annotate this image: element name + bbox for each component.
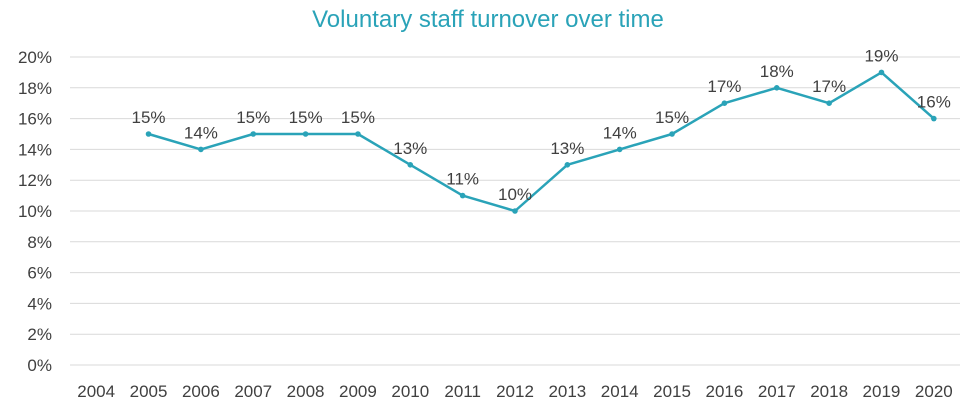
x-tick-label: 2014: [601, 382, 639, 401]
data-label: 10%: [498, 185, 532, 204]
y-tick-label: 0%: [27, 356, 52, 375]
data-label: 15%: [341, 108, 375, 127]
data-point: [407, 162, 414, 168]
x-tick-label: 2006: [182, 382, 220, 401]
x-tick-label: 2015: [653, 382, 691, 401]
data-point: [773, 85, 780, 91]
data-label: 15%: [655, 108, 689, 127]
y-tick-label: 6%: [27, 264, 52, 283]
data-label: 14%: [184, 123, 218, 142]
data-point: [616, 146, 623, 153]
data-point: [721, 100, 728, 106]
x-tick-label: 2007: [234, 382, 272, 401]
y-tick-label: 14%: [18, 140, 52, 159]
x-tick-label: 2016: [705, 382, 743, 401]
x-tick-label: 2020: [915, 382, 953, 401]
x-tick-label: 2013: [548, 382, 586, 401]
data-point: [512, 208, 518, 214]
chart-title: Voluntary staff turnover over time: [312, 6, 664, 33]
x-tick-label: 2018: [810, 382, 848, 401]
y-tick-label: 18%: [18, 79, 52, 98]
data-label: 19%: [864, 46, 898, 65]
y-tick-label: 10%: [18, 202, 52, 221]
y-tick-label: 8%: [27, 233, 52, 252]
x-tick-label: 2009: [339, 382, 377, 401]
data-label: 11%: [446, 170, 479, 189]
y-tick-label: 20%: [18, 48, 52, 67]
data-label: 15%: [132, 108, 166, 127]
series-line: [148, 71, 935, 213]
x-tick-label: 2004: [77, 382, 115, 401]
data-label: 13%: [393, 139, 427, 158]
data-point: [355, 131, 361, 137]
data-point: [250, 131, 257, 137]
data-point: [459, 192, 466, 199]
data-label: 13%: [550, 139, 584, 158]
data-label: 18%: [760, 62, 794, 81]
data-point: [878, 69, 885, 76]
data-label: 15%: [289, 108, 323, 127]
y-tick-label: 12%: [18, 171, 52, 190]
data-point: [931, 115, 937, 122]
data-point: [302, 131, 309, 137]
x-tick-label: 2017: [758, 382, 796, 401]
y-tick-label: 4%: [27, 294, 52, 313]
x-tick-label: 2010: [391, 382, 429, 401]
data-label: 17%: [707, 77, 741, 96]
data-point: [198, 146, 204, 153]
data-point: [826, 100, 832, 106]
data-point: [669, 131, 675, 137]
x-tick-label: 2008: [287, 382, 325, 401]
x-tick-label: 2005: [130, 382, 168, 401]
x-tick-label: 2012: [496, 382, 534, 401]
data-point: [564, 162, 571, 168]
data-point: [145, 131, 152, 137]
y-tick-label: 2%: [27, 325, 52, 344]
x-tick-label: 2019: [863, 382, 901, 401]
data-label: 15%: [236, 108, 270, 127]
data-label: 17%: [812, 77, 846, 96]
data-label: 16%: [917, 93, 951, 112]
y-tick-label: 16%: [18, 110, 52, 129]
data-label: 14%: [603, 123, 637, 142]
x-tick-label: 2011: [444, 382, 481, 401]
